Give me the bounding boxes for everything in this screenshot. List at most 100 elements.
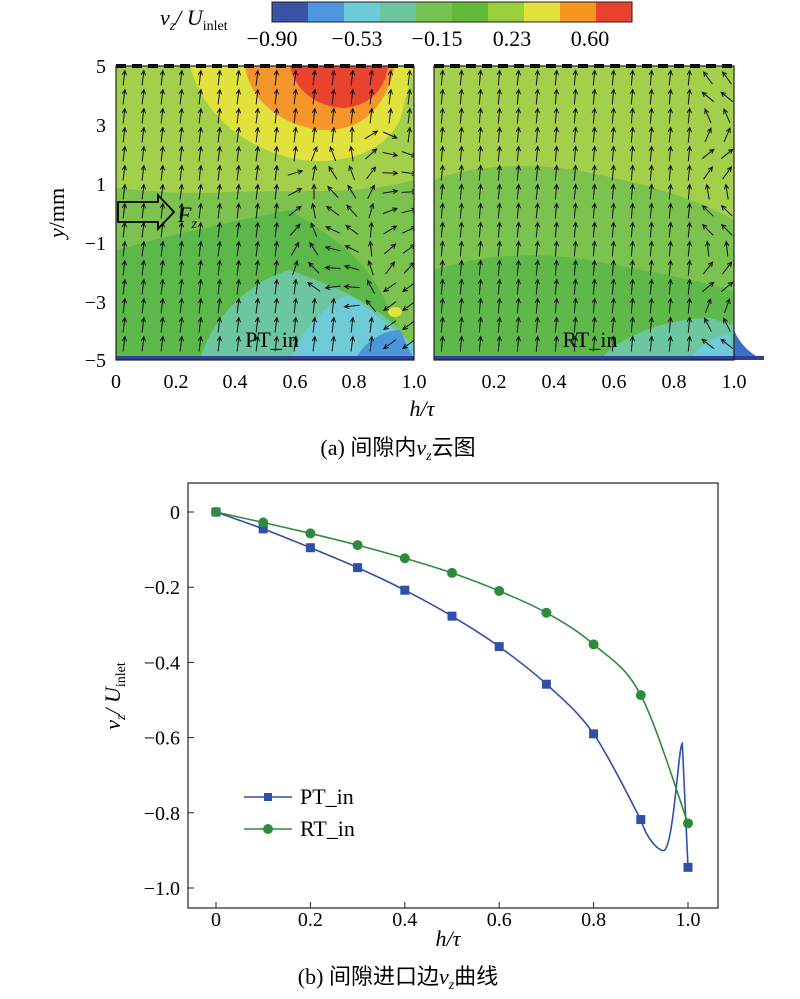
legend-marker-pt xyxy=(264,793,272,801)
velocity-arrow-icon xyxy=(572,164,578,181)
legend-marker-rt xyxy=(263,824,273,834)
velocity-arrow-icon xyxy=(159,145,165,162)
velocity-arrow-icon xyxy=(343,303,360,309)
velocity-arrow-icon xyxy=(330,297,336,314)
velocity-arrow-icon xyxy=(401,282,414,293)
data-point-pt-in xyxy=(258,524,268,534)
velocity-arrow-icon xyxy=(382,188,399,195)
velocity-arrow-icon xyxy=(254,88,260,105)
velocity-arrow-icon xyxy=(292,145,298,162)
velocity-arrow-icon xyxy=(629,69,635,86)
velocity-arrow-icon xyxy=(686,145,692,162)
velocity-arrow-icon xyxy=(591,88,597,105)
velocity-arrow-icon xyxy=(572,335,578,352)
colorbar-cell xyxy=(560,2,597,22)
velocity-arrow-icon xyxy=(667,126,673,143)
velocity-arrow-icon xyxy=(591,202,597,219)
x-tick-label: 0.6 xyxy=(487,909,512,931)
velocity-arrow-icon xyxy=(235,240,241,257)
velocity-arrow-icon xyxy=(701,281,715,293)
velocity-arrow-icon xyxy=(591,316,597,333)
velocity-arrow-icon xyxy=(368,221,374,238)
velocity-arrow-icon xyxy=(292,88,298,105)
y-tick-label: −1.0 xyxy=(144,878,180,900)
velocity-arrow-icon xyxy=(515,240,521,257)
velocity-arrow-icon xyxy=(496,278,502,295)
velocity-arrow-icon xyxy=(366,279,375,294)
velocity-arrow-icon xyxy=(140,164,146,181)
velocity-arrow-icon xyxy=(534,316,540,333)
velocity-arrow-icon xyxy=(458,259,464,276)
velocity-arrow-icon xyxy=(216,69,222,86)
velocity-arrow-icon xyxy=(477,297,483,314)
velocity-arrow-icon xyxy=(159,316,165,333)
velocity-arrow-icon xyxy=(349,88,355,105)
panel-a-axes: 5 3 1 −1 −3 −5 y/mm 0 0.2 0.4 0.6 0.8 1.… xyxy=(44,56,747,464)
velocity-arrow-icon xyxy=(704,183,711,200)
velocity-arrow-icon xyxy=(121,335,127,352)
velocity-arrow-icon xyxy=(159,126,165,143)
velocity-arrow-icon xyxy=(292,297,298,314)
velocity-arrow-icon xyxy=(178,202,184,219)
x-tick-label: 0.2 xyxy=(298,909,323,931)
velocity-arrow-icon xyxy=(704,297,712,314)
velocity-arrow-icon xyxy=(216,164,222,181)
velocity-arrow-icon xyxy=(197,69,203,86)
velocity-arrow-icon xyxy=(515,316,521,333)
velocity-arrow-icon xyxy=(439,164,445,181)
velocity-arrow-icon xyxy=(140,240,146,257)
velocity-arrow-icon xyxy=(515,202,521,219)
velocity-arrow-icon xyxy=(553,202,559,219)
velocity-arrow-icon xyxy=(553,88,559,105)
velocity-arrow-icon xyxy=(235,221,241,238)
velocity-arrow-icon xyxy=(349,335,355,352)
velocity-arrow-icon xyxy=(553,221,559,238)
velocity-arrow-icon xyxy=(572,107,578,124)
velocity-arrow-icon xyxy=(458,202,464,219)
velocity-arrow-icon xyxy=(591,335,597,352)
velocity-arrow-icon xyxy=(311,297,317,314)
velocity-arrow-icon xyxy=(159,202,165,219)
velocity-arrow-icon xyxy=(629,335,635,352)
velocity-arrow-icon xyxy=(553,183,559,200)
velocity-arrow-icon xyxy=(368,240,374,257)
velocity-arrow-icon xyxy=(515,278,521,295)
velocity-arrow-icon xyxy=(216,88,222,105)
velocity-arrow-icon xyxy=(648,183,654,200)
colorbar-cell xyxy=(488,2,525,22)
colorbar-cell xyxy=(344,2,381,22)
velocity-arrow-icon xyxy=(325,205,340,216)
velocity-arrow-icon xyxy=(648,88,654,105)
x-tick: 0 xyxy=(111,371,121,393)
plot-frame xyxy=(187,482,719,909)
velocity-arrow-icon xyxy=(311,183,317,200)
velocity-arrow-icon xyxy=(496,183,502,200)
velocity-arrow-icon xyxy=(610,69,616,86)
velocity-arrow-icon xyxy=(235,126,241,143)
velocity-arrow-icon xyxy=(121,278,127,295)
velocity-arrow-icon xyxy=(310,202,316,219)
data-point-rt-in xyxy=(683,818,693,829)
series-line-rt-in xyxy=(215,511,689,824)
velocity-arrow-icon xyxy=(197,202,203,219)
velocity-arrow-icon xyxy=(273,335,279,352)
velocity-arrow-icon xyxy=(197,259,203,276)
panel-a-caption: (a) 间隙内vz云图 xyxy=(320,435,475,464)
velocity-arrow-icon xyxy=(311,126,317,143)
velocity-arrow-icon xyxy=(477,126,483,143)
colorbar-tick: −0.90 xyxy=(247,26,298,51)
velocity-arrow-icon xyxy=(121,316,127,333)
velocity-arrow-icon xyxy=(723,317,731,332)
velocity-vectors-rt xyxy=(439,69,734,352)
data-point-pt-in xyxy=(494,642,504,652)
velocity-arrow-icon xyxy=(216,126,222,143)
velocity-arrow-icon xyxy=(178,335,184,352)
velocity-arrow-icon xyxy=(311,69,317,86)
velocity-arrow-icon xyxy=(496,316,502,333)
data-point-rt-in xyxy=(211,507,221,517)
data-point-rt-in xyxy=(258,517,269,528)
velocity-arrow-icon xyxy=(254,278,260,295)
y-axis-ticks: 0 −0.2 −0.4 −0.6 −0.8 −1.0 xyxy=(144,502,194,900)
velocity-arrow-icon xyxy=(572,278,578,295)
velocity-arrow-icon xyxy=(477,69,483,86)
